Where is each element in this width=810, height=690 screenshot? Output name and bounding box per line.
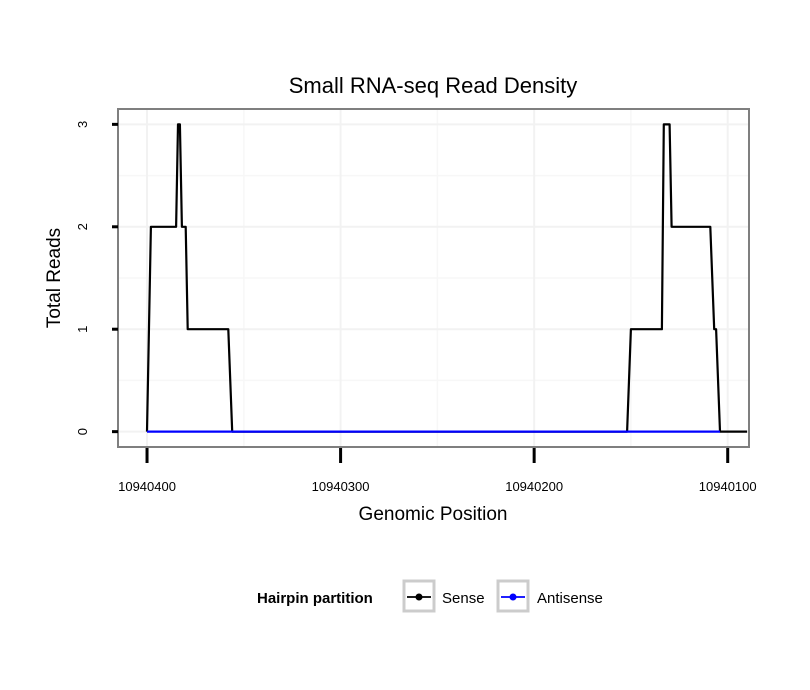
y-tick-label: 2 [75, 223, 90, 230]
y-axis-title: Total Reads [44, 228, 65, 328]
y-axis: 0 1 2 3 [75, 121, 118, 435]
series-line-sense [145, 123, 748, 433]
x-tick-label: 10940100 [699, 479, 757, 494]
legend-label-antisense: Antisense [537, 590, 603, 607]
series-layer [145, 123, 748, 433]
plot-panel-border [117, 108, 750, 448]
legend-item-antisense: Antisense [496, 579, 603, 613]
chart-title: Small RNA-seq Read Density [289, 73, 578, 98]
legend-point-antisense [509, 593, 517, 601]
x-axis: 10940400 10940300 10940200 10940100 [118, 448, 757, 494]
legend-point-sense [415, 593, 423, 601]
x-tick-label: 10940300 [312, 479, 370, 494]
legend: Hairpin partition Sense Antisense [257, 579, 603, 613]
y-tick-label: 3 [75, 121, 90, 128]
y-tick-label: 0 [75, 428, 90, 435]
minor-gridlines [118, 109, 749, 447]
x-axis-title: Genomic Position [359, 504, 508, 525]
legend-item-sense: Sense [402, 579, 485, 613]
legend-label-sense: Sense [442, 590, 485, 607]
x-tick-label: 10940200 [505, 479, 563, 494]
x-tick-label: 10940400 [118, 479, 176, 494]
y-tick-label: 1 [75, 326, 90, 333]
legend-title: Hairpin partition [257, 590, 373, 607]
